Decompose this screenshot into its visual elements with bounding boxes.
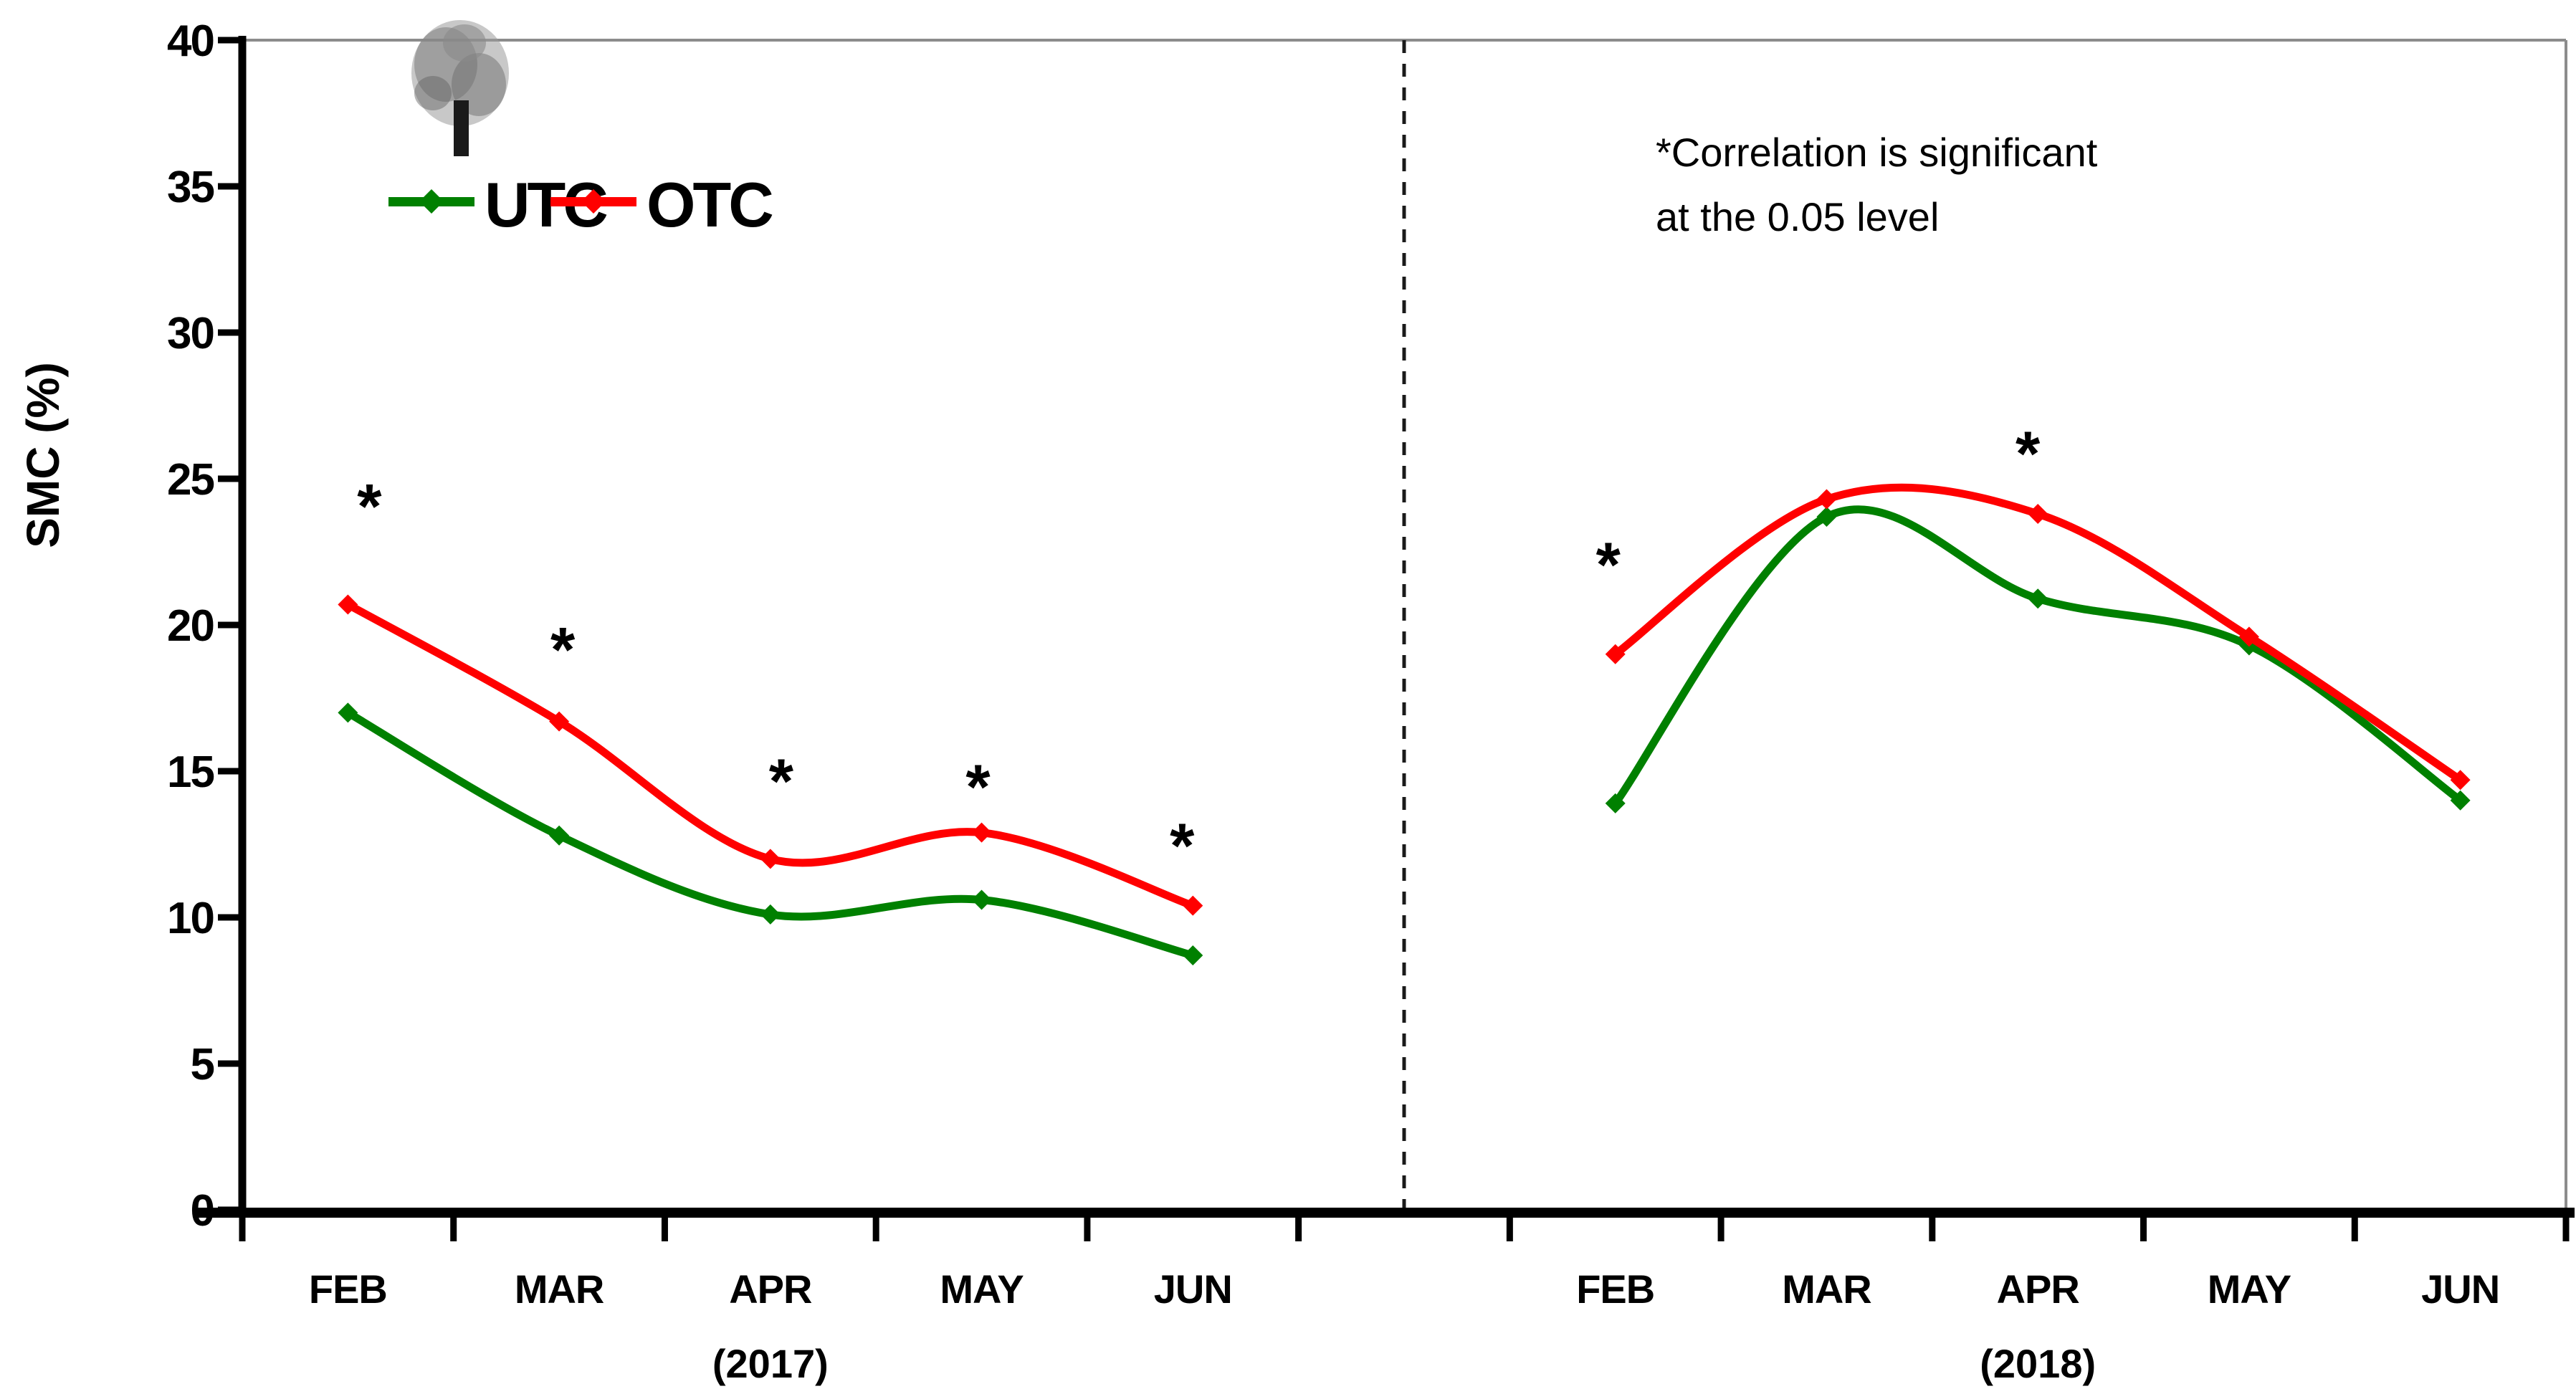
tree-canopy	[443, 24, 486, 62]
annotation-line-2: at the 0.05 level	[1656, 194, 1939, 239]
y-tick-label: 20	[167, 601, 214, 651]
utc-point-marker	[2450, 790, 2471, 811]
y-tick-label: 40	[167, 16, 214, 66]
otc-point-marker	[338, 594, 358, 615]
y-tick-label: 10	[167, 894, 214, 943]
otc-point-marker	[760, 849, 781, 869]
legend-otc-label: OTC	[647, 169, 773, 240]
utc-point-marker	[2028, 588, 2048, 609]
month-label: JUN	[1154, 1266, 1232, 1312]
significance-asterisk: *	[550, 614, 576, 684]
y-tick-label: 30	[167, 309, 214, 358]
y-axis-title: SMC (%)	[17, 362, 69, 548]
utc-point-marker	[338, 702, 358, 723]
month-label: MAY	[2208, 1266, 2291, 1312]
utc-point-marker	[1816, 507, 1837, 527]
month-label: MAR	[515, 1266, 604, 1312]
month-label: FEB	[309, 1266, 387, 1312]
y-tick-label: 25	[167, 455, 214, 505]
legend-utc-marker-icon	[419, 189, 444, 214]
tree-canopy	[414, 76, 452, 110]
tree-trunk	[454, 100, 469, 156]
significance-asterisk: *	[1170, 810, 1195, 881]
otc-point-marker	[1605, 644, 1626, 664]
tree-icon	[411, 20, 509, 156]
month-label: MAY	[940, 1266, 1024, 1312]
otc-point-marker	[2028, 503, 2048, 524]
month-label: APR	[729, 1266, 812, 1312]
significance-asterisk: *	[357, 470, 382, 541]
year-label: (2017)	[712, 1341, 829, 1386]
y-tick-label: 35	[167, 163, 214, 212]
significance-asterisk: *	[965, 751, 991, 822]
significance-asterisk: *	[2016, 418, 2041, 489]
legend: UTC OTC	[388, 169, 776, 240]
utc-point-marker	[760, 904, 781, 925]
utc-line-2018	[1611, 505, 2465, 808]
y-tick-label: 0	[191, 1186, 214, 1236]
utc-point-marker	[971, 889, 992, 910]
panel-2018: **	[1596, 418, 2471, 813]
utc-point-marker	[549, 825, 570, 846]
utc-point-marker	[1183, 945, 1203, 966]
y-tick-label: 15	[167, 748, 214, 797]
otc-point-marker	[971, 822, 992, 843]
month-label: JUN	[2421, 1266, 2499, 1312]
utc-point-marker	[1605, 793, 1626, 813]
month-label: FEB	[1576, 1266, 1654, 1312]
otc-point-marker	[1183, 895, 1203, 916]
panel-2017: * * * * *	[338, 470, 1203, 966]
month-label: MAR	[1782, 1266, 1871, 1312]
year-label: (2018)	[1980, 1341, 2096, 1386]
otc-point-marker	[549, 711, 570, 732]
y-tick-label: 5	[191, 1040, 214, 1089]
legend-otc-marker-icon	[581, 189, 606, 214]
otc-point-marker	[1816, 489, 1837, 510]
significance-asterisk: *	[769, 745, 794, 816]
otc-line-2018	[1611, 483, 2465, 784]
annotation-line-1: *Correlation is significant	[1656, 130, 2098, 175]
significance-asterisk: *	[1596, 529, 1621, 600]
otc-point-marker	[2238, 626, 2259, 647]
month-label: APR	[1997, 1266, 2080, 1312]
otc-point-marker	[2450, 770, 2471, 791]
